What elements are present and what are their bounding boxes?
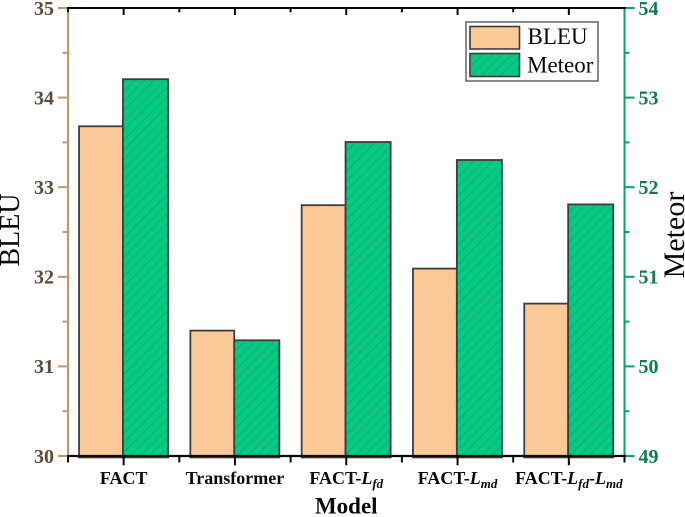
svg-text:BLEU: BLEU xyxy=(0,193,26,266)
svg-text:30: 30 xyxy=(34,446,54,468)
svg-text:Transformer: Transformer xyxy=(186,468,285,488)
svg-text:49: 49 xyxy=(639,446,659,468)
svg-text:Meteor: Meteor xyxy=(527,53,594,78)
svg-text:FACT-Lfd-Lmd: FACT-Lfd-Lmd xyxy=(515,468,623,491)
svg-text:35: 35 xyxy=(34,0,54,20)
svg-text:50: 50 xyxy=(639,356,659,378)
svg-text:31: 31 xyxy=(34,356,54,378)
svg-text:FACT-Lfd: FACT-Lfd xyxy=(309,468,383,491)
svg-text:Model: Model xyxy=(315,494,378,517)
svg-text:34: 34 xyxy=(34,87,54,109)
svg-text:FACT-Lmd: FACT-Lmd xyxy=(418,468,498,491)
svg-text:FACT: FACT xyxy=(100,468,148,488)
svg-text:51: 51 xyxy=(639,267,659,289)
svg-text:Meteor: Meteor xyxy=(658,192,685,279)
svg-text:54: 54 xyxy=(639,0,659,20)
svg-text:32: 32 xyxy=(34,267,54,289)
svg-text:BLEU: BLEU xyxy=(528,24,588,49)
svg-text:53: 53 xyxy=(639,87,659,109)
svg-text:33: 33 xyxy=(34,177,54,199)
svg-text:52: 52 xyxy=(639,177,659,199)
